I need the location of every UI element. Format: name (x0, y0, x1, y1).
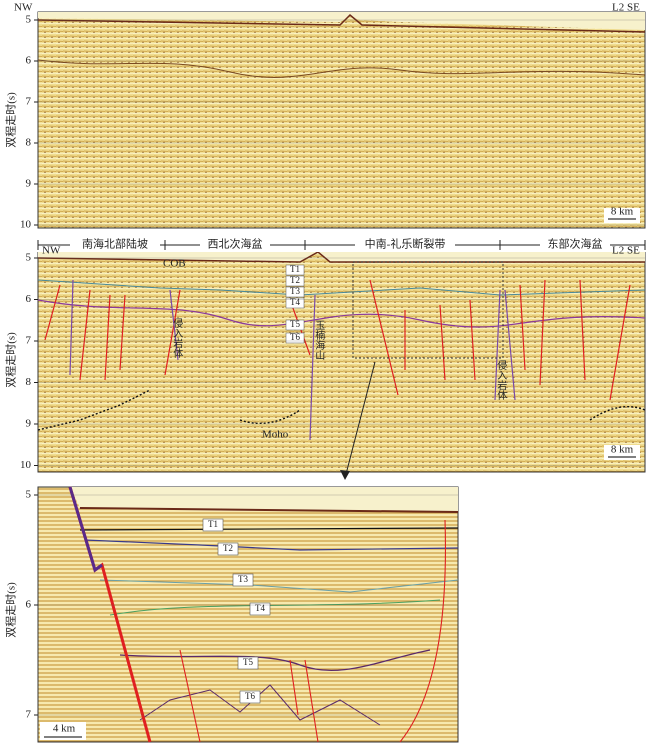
left-label: NW (42, 245, 61, 257)
y-tick-label: 5 (26, 252, 32, 264)
basement (37, 59, 646, 78)
basement (37, 299, 646, 328)
intrusion (68, 486, 103, 573)
segment-bg (200, 239, 270, 251)
segment-label: 东部次海盆 (548, 237, 603, 251)
horizon-label: T4 (290, 297, 300, 307)
segment-bg (70, 239, 160, 251)
y-tick-label: 5 (26, 14, 32, 26)
zoom-box (352, 261, 504, 359)
intrusions (69, 279, 516, 441)
scale-box (604, 445, 640, 460)
annotation: COB (163, 258, 186, 270)
y-tick-label: 5 (26, 489, 32, 501)
annotation: 玉楠海山 (313, 320, 325, 360)
water (38, 12, 645, 30)
scale-box (40, 722, 86, 740)
left-label: NW (14, 2, 33, 14)
horizon-label: T6 (290, 332, 300, 342)
zoom-arrowhead (340, 470, 350, 480)
y-axis-label: 双程走时(s) (5, 92, 18, 148)
right-label: L2 SE (612, 245, 640, 257)
annotation: 侵入岩体 (495, 360, 507, 401)
segment-bg (540, 239, 610, 251)
horizon (79, 527, 459, 531)
y-axis-label: 双程走时(s) (5, 582, 18, 638)
horizon-label: T3 (238, 574, 248, 584)
y-tick-label: 9 (26, 178, 32, 190)
panel-2: 南海北部陆坡 西北次海盆 中南-礼乐断裂带 东部次海盆 NW L2 SE COB… (36, 237, 648, 480)
horizon-label: T6 (245, 691, 255, 701)
segment-bg (355, 239, 455, 251)
y-tick-label: 9 (26, 418, 32, 430)
annotation: 侵入岩体 (171, 318, 183, 359)
moho (37, 389, 646, 431)
section (37, 486, 459, 743)
panel-1: NW L2 SE 8 km (14, 2, 646, 229)
seafloor (37, 13, 646, 33)
annotation: Moho (262, 429, 289, 441)
segment-label: 中南-礼乐断裂带 (365, 237, 446, 251)
zoom-arrow (344, 361, 376, 479)
faults (179, 519, 446, 743)
panel-3: T1 T2 T3 T4 T5 T6 4 km (37, 486, 459, 743)
right-label: L2 SE (612, 2, 640, 14)
y-tick-label: 8 (26, 376, 32, 388)
horizon-label: T4 (255, 603, 265, 613)
horizon-label: T3 (290, 286, 300, 296)
segment-label: 西北次海盆 (208, 237, 263, 251)
y-tick-label: 6 (26, 293, 32, 305)
horizon-label: T5 (243, 657, 253, 667)
y-tick-label: 7 (26, 709, 32, 721)
seafloor (79, 507, 459, 513)
water (38, 252, 645, 262)
y-axis-label: 双程走时(s) (5, 332, 18, 388)
horizon (99, 579, 459, 593)
section (37, 11, 646, 229)
water (70, 487, 458, 512)
horizon (119, 649, 431, 672)
scale-label: 8 km (611, 444, 634, 456)
horizon-label: T1 (290, 264, 300, 274)
scale-label: 8 km (611, 206, 634, 218)
section (37, 251, 646, 473)
y-tick-label: 7 (26, 96, 32, 108)
horizon-boxes (202, 518, 271, 704)
panel-2-horizons: T1 T2 T3 T4 T5 T6 (285, 264, 305, 344)
horizon (84, 539, 459, 551)
segment-label: 南海北部陆坡 (82, 237, 148, 251)
scale-label: 4 km (53, 723, 76, 735)
horizon-label: T5 (290, 319, 300, 329)
horizon-label: T2 (290, 275, 300, 285)
y-tick-label: 7 (26, 335, 32, 347)
horizon-label: T1 (208, 519, 218, 529)
y-tick-label: 10 (20, 219, 32, 231)
y-tick-label: 8 (26, 137, 32, 149)
y-tick-label: 6 (26, 599, 32, 611)
y-tick-label: 6 (26, 55, 32, 67)
faults (44, 279, 631, 401)
y-tick-label: 10 (20, 459, 32, 471)
horizon-label: T2 (223, 543, 233, 553)
